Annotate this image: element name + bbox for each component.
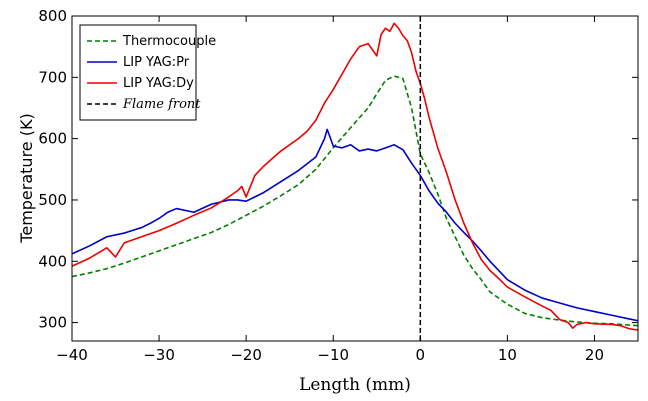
- y-axis-title: Temperature (K): [17, 113, 36, 243]
- x-tick-label: 10: [498, 346, 517, 364]
- legend-label: Flame front: [122, 97, 201, 112]
- x-axis-title: Length (mm): [299, 375, 411, 395]
- y-tick-label: 300: [38, 314, 67, 332]
- series-line-0: [72, 75, 638, 327]
- series-layer: [72, 22, 638, 331]
- legend-label: LIP YAG:Dy: [123, 76, 194, 91]
- series-line-1: [72, 128, 638, 322]
- legend: Thermocouple LIP YAG:Pr LIP YAG:Dy Flame fr…: [79, 24, 216, 121]
- y-tick-label: 800: [38, 7, 67, 25]
- plot-frame: [71, 15, 639, 342]
- legend-label: LIP YAG:Pr: [123, 55, 190, 70]
- legend-label: Thermocouple: [122, 34, 216, 49]
- ticks-layer: −40 −30 −20 −10 0 10 20 300 400 500 600 700 800: [38, 7, 638, 364]
- y-tick-label: 400: [38, 252, 67, 270]
- x-tick-label: 20: [585, 346, 604, 364]
- series-line-2: [72, 22, 638, 331]
- y-tick-label: 600: [38, 130, 67, 148]
- y-tick-label: 500: [38, 191, 67, 209]
- y-tick-label: 700: [38, 68, 67, 86]
- x-tick-label: −20: [230, 346, 262, 364]
- x-tick-label: −10: [317, 346, 349, 364]
- x-tick-label: −30: [143, 346, 175, 364]
- x-tick-label: 0: [416, 346, 426, 364]
- x-tick-label: −40: [56, 346, 88, 364]
